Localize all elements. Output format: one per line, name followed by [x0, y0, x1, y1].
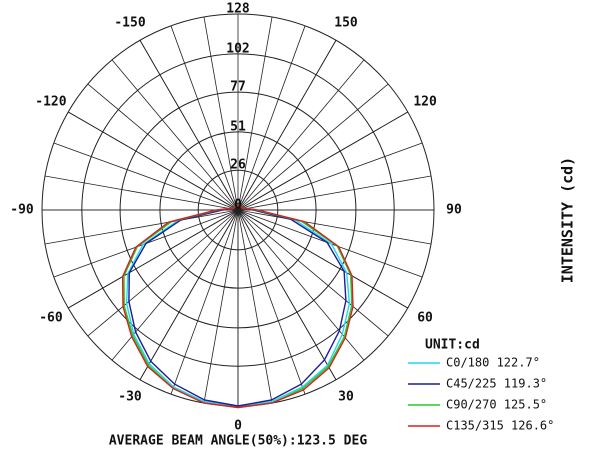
- labels: 0 26 51 77 102 128 -150 -120 -90 -60 -30 0 30 60 90 120…: [10, 2, 462, 434]
- angle-tick-label: 60: [417, 311, 433, 326]
- spoke: [44, 209, 239, 245]
- spoke: [87, 83, 239, 211]
- spoke: [237, 209, 389, 337]
- angle-tick-label: 90: [446, 203, 462, 218]
- spoke: [203, 209, 239, 404]
- r-tick-label: 77: [230, 80, 246, 95]
- spoke: [237, 16, 273, 211]
- spoke: [237, 83, 389, 211]
- spoke: [44, 175, 239, 211]
- angle-tick-label: 0: [234, 419, 242, 434]
- angle-grid-line: [237, 40, 337, 211]
- series-line: [121, 204, 354, 409]
- spoke: [203, 16, 239, 211]
- spoke: [237, 209, 273, 404]
- r-tick-label: 26: [230, 158, 246, 173]
- angle-grid-line: [68, 209, 239, 309]
- spoke: [237, 25, 306, 211]
- spoke: [237, 175, 432, 211]
- angle-tick-label: -30: [118, 390, 142, 405]
- polar-grid: [41, 13, 435, 407]
- legend-label: C45/225 119.3°: [446, 377, 547, 391]
- r-tick-label: 51: [230, 119, 246, 134]
- legend-label: C90/270 125.5°: [446, 398, 547, 412]
- angle-tick-label: -60: [39, 311, 63, 326]
- angle-grid-line: [139, 209, 239, 380]
- angle-grid-line: [237, 111, 408, 211]
- angle-tick-label: -150: [114, 15, 145, 30]
- angle-grid-line: [237, 209, 337, 380]
- angle-tick-label: 30: [338, 390, 354, 405]
- footer: AVERAGE BEAM ANGLE(50%):123.5 DEG: [109, 434, 367, 449]
- r-tick-label: 102: [226, 41, 249, 56]
- r-axis-label: INTENSITY (cd): [559, 157, 577, 283]
- spoke: [170, 25, 239, 211]
- legend-label: C135/315 126.6°: [446, 419, 554, 433]
- curves: [121, 204, 354, 409]
- r-tick-label: 0: [234, 198, 242, 213]
- angle-grid-line: [68, 111, 239, 211]
- spoke: [237, 209, 432, 245]
- angle-tick-label: 120: [413, 95, 437, 110]
- spoke: [170, 209, 239, 395]
- r-tick-label: 128: [226, 2, 250, 17]
- spoke: [237, 142, 423, 211]
- angle-grid-line: [139, 40, 239, 211]
- spoke: [111, 59, 239, 211]
- angle-tick-label: 150: [334, 15, 358, 30]
- spoke: [237, 59, 365, 211]
- spoke: [53, 142, 239, 211]
- spoke: [87, 209, 239, 337]
- legend-label: C0/180 122.7°: [446, 356, 540, 370]
- angle-grid-line: [237, 209, 408, 309]
- angle-tick-label: -120: [35, 95, 66, 110]
- spoke: [237, 209, 365, 361]
- legend: C0/180 122.7° C45/225 119.3° C90/270 125.5…: [408, 356, 554, 433]
- spoke: [237, 209, 306, 395]
- angle-tick-label: -90: [10, 203, 34, 218]
- unit-label: UNIT:cd: [425, 338, 480, 353]
